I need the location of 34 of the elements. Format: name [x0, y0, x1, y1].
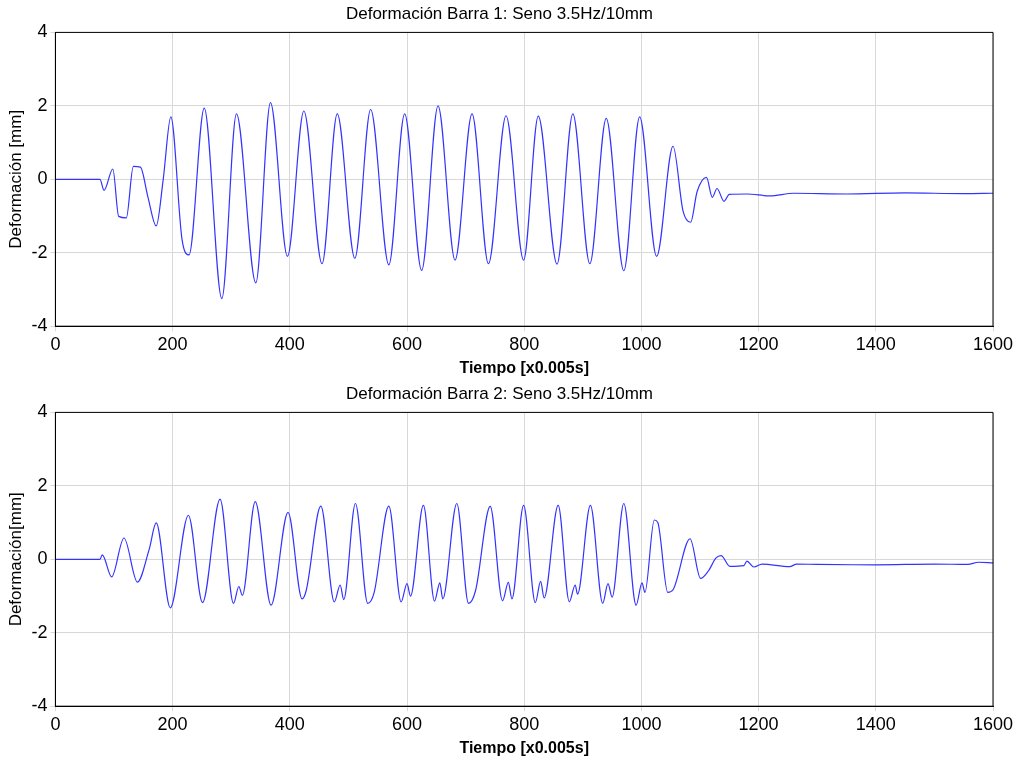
x-tick-label: 1400 — [855, 333, 896, 354]
y-axis-title: Deformación[mm] — [5, 492, 25, 627]
x-tick-label: 600 — [391, 333, 423, 354]
y-tick-label: 4 — [37, 21, 48, 42]
y-tick-label: 0 — [37, 168, 48, 189]
x-tick-label: 400 — [274, 713, 305, 734]
x-tick-label: 1600 — [972, 713, 1014, 734]
x-tick-label: 1000 — [621, 713, 662, 734]
x-tick-label: 1600 — [972, 333, 1014, 354]
x-tick-label: 1200 — [738, 713, 779, 734]
y-tick-label: -2 — [31, 241, 48, 262]
x-tick-label: 0 — [50, 713, 61, 734]
chart-title: Deformación Barra 1: Seno 3.5Hz/10mm — [345, 3, 654, 23]
chart-title: Deformación Barra 2: Seno 3.5Hz/10mm — [345, 383, 654, 403]
x-tick-label: 800 — [509, 713, 540, 734]
y-tick-label: 4 — [37, 401, 48, 422]
y-axis-title: Deformación [mm] — [5, 109, 25, 249]
x-tick-label: 400 — [274, 333, 305, 354]
x-tick-label: 200 — [157, 333, 188, 354]
y-tick-label: -4 — [31, 315, 48, 336]
x-tick-label: 800 — [509, 333, 540, 354]
x-tick-label: 0 — [50, 333, 61, 354]
y-tick-label: 2 — [37, 474, 48, 495]
x-tick-label: 600 — [391, 713, 423, 734]
x-tick-label: 1000 — [621, 333, 662, 354]
x-tick-label: 200 — [157, 713, 188, 734]
x-axis-title: Tiempo [x0.005s] — [459, 738, 589, 756]
y-tick-label: 2 — [37, 94, 48, 115]
y-tick-label: 0 — [37, 548, 48, 569]
x-tick-label: 1400 — [855, 713, 896, 734]
x-tick-label: 1200 — [738, 333, 779, 354]
y-tick-label: -4 — [31, 695, 48, 716]
y-tick-label: -2 — [31, 621, 48, 642]
x-axis-title: Tiempo [x0.005s] — [459, 358, 589, 376]
